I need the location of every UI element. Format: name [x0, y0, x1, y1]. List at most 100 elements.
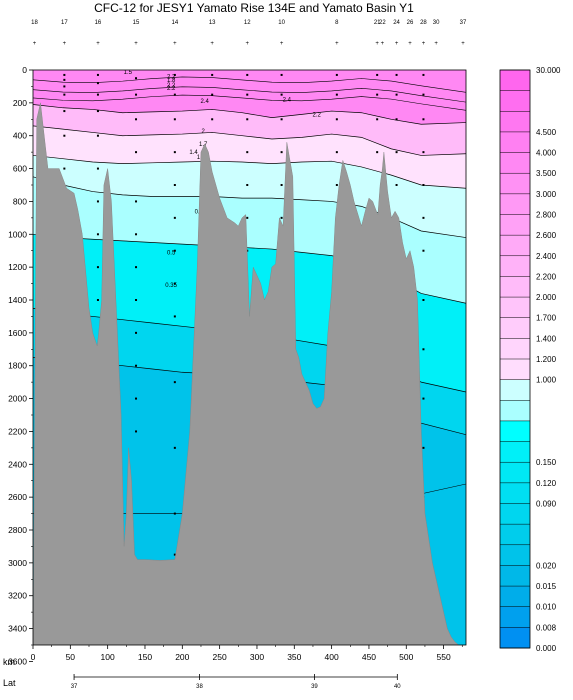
contour-label: 2.2: [167, 83, 176, 89]
sample-point: [246, 118, 249, 121]
colorbar-segment: [500, 70, 530, 92]
colorbar-segment: [500, 276, 530, 298]
colorbar-segment: [500, 173, 530, 195]
contour-line: [33, 104, 466, 125]
station-marker: +: [461, 41, 465, 47]
y-tick-label: 1000: [8, 229, 27, 239]
station-marker: +: [280, 41, 284, 47]
sample-point: [335, 184, 338, 186]
contour-line: [33, 155, 466, 189]
sample-point: [280, 216, 283, 219]
station-label: 37: [460, 20, 467, 26]
sample-point: [211, 73, 214, 76]
colorbar-segment: [500, 90, 530, 112]
x-tick-label: 100: [101, 652, 115, 662]
sample-point: [376, 118, 379, 121]
sample-point: [173, 381, 176, 384]
contour-label: 2: [202, 129, 206, 135]
sample-point: [135, 200, 138, 203]
colorbar-label: 0.020: [536, 561, 557, 570]
station-label: 13: [209, 20, 216, 26]
sample-point: [96, 82, 99, 85]
colorbar-label: 0.015: [536, 582, 557, 591]
lat-tick-label: 39: [311, 684, 318, 690]
y-tick-label: 2200: [8, 426, 27, 436]
sample-point: [246, 93, 249, 96]
sample-point: [96, 134, 99, 137]
sample-point: [246, 73, 249, 76]
contour-label: 0.35: [165, 283, 177, 289]
sample-point: [173, 216, 176, 219]
sample-point: [422, 397, 425, 400]
sample-point: [63, 93, 66, 96]
sample-point: [246, 184, 249, 186]
colorbar-segment: [500, 255, 530, 277]
station-marker: +: [246, 41, 250, 47]
seafloor-bathymetry: [33, 102, 459, 645]
sample-point: [173, 151, 176, 154]
sample-point: [422, 151, 425, 154]
sample-point: [173, 553, 176, 556]
station-marker: +: [408, 41, 412, 47]
y-tick-label: 1600: [8, 328, 27, 338]
sample-point: [135, 93, 138, 96]
colorbar-label: 0.008: [536, 623, 557, 632]
sample-point: [173, 315, 176, 318]
colorbar-segment: [500, 359, 530, 381]
sample-point: [96, 167, 99, 170]
sample-point: [376, 151, 379, 154]
colorbar-segment: [500, 338, 530, 360]
colorbar-label: 2.200: [536, 272, 557, 281]
sample-point: [422, 249, 425, 252]
sample-point: [96, 233, 99, 236]
contour-label: 2.2: [313, 112, 322, 118]
colorbar-segment: [500, 627, 530, 649]
sample-point: [96, 73, 99, 76]
sample-point: [63, 134, 66, 137]
station-label: 21: [374, 20, 381, 26]
station-label: 14: [172, 20, 179, 26]
sample-point: [211, 93, 214, 96]
station-markers: 18 +17 +16 +15 +14 +13 +12 +10 +8 +21 +22 +24 +26 +28…: [31, 20, 467, 47]
colorbar-segment: [500, 317, 530, 339]
station-label: 12: [244, 20, 251, 26]
contour-label: 1.8: [167, 78, 176, 84]
colorbar-label: 0.150: [536, 458, 557, 467]
sample-point: [280, 93, 283, 96]
station-label: 24: [393, 20, 400, 26]
lat-axis-label: Lat: [3, 678, 16, 688]
sample-point: [280, 118, 283, 121]
sample-point: [63, 110, 66, 113]
sample-point: [335, 118, 338, 121]
y-tick-label: 1200: [8, 262, 27, 272]
colorbar-segment: [500, 131, 530, 154]
y-tick-label: 3200: [8, 591, 27, 601]
y-tick-label: 2800: [8, 525, 27, 535]
colorbar-label: 0.000: [536, 644, 557, 653]
colorbar-segment: [500, 297, 530, 319]
colorbar-segment: [500, 214, 530, 236]
contour-label: 2.4: [283, 98, 292, 104]
contour-label: 1.5: [124, 70, 133, 76]
sample-point: [135, 331, 138, 334]
sample-point: [335, 73, 338, 76]
sample-point: [96, 266, 99, 269]
axes: 0200400600800100012001400160018002000220…: [8, 65, 463, 690]
sample-point: [135, 77, 138, 80]
y-tick-label: 1800: [8, 361, 27, 371]
station-label: 30: [433, 20, 440, 26]
x-tick-label: 300: [250, 652, 264, 662]
contour-label: 2.2: [167, 75, 176, 81]
sample-point: [173, 184, 176, 186]
sample-point: [280, 151, 283, 154]
y-tick-label: 2600: [8, 492, 27, 502]
x-tick-label: 450: [362, 652, 376, 662]
sample-point: [63, 85, 66, 88]
sample-point: [135, 430, 138, 433]
station-marker: +: [422, 41, 426, 47]
x-tick-label: 50: [66, 652, 76, 662]
plot-frame: [32, 69, 467, 646]
colorbar-segment: [500, 482, 530, 504]
sample-point: [173, 93, 176, 96]
